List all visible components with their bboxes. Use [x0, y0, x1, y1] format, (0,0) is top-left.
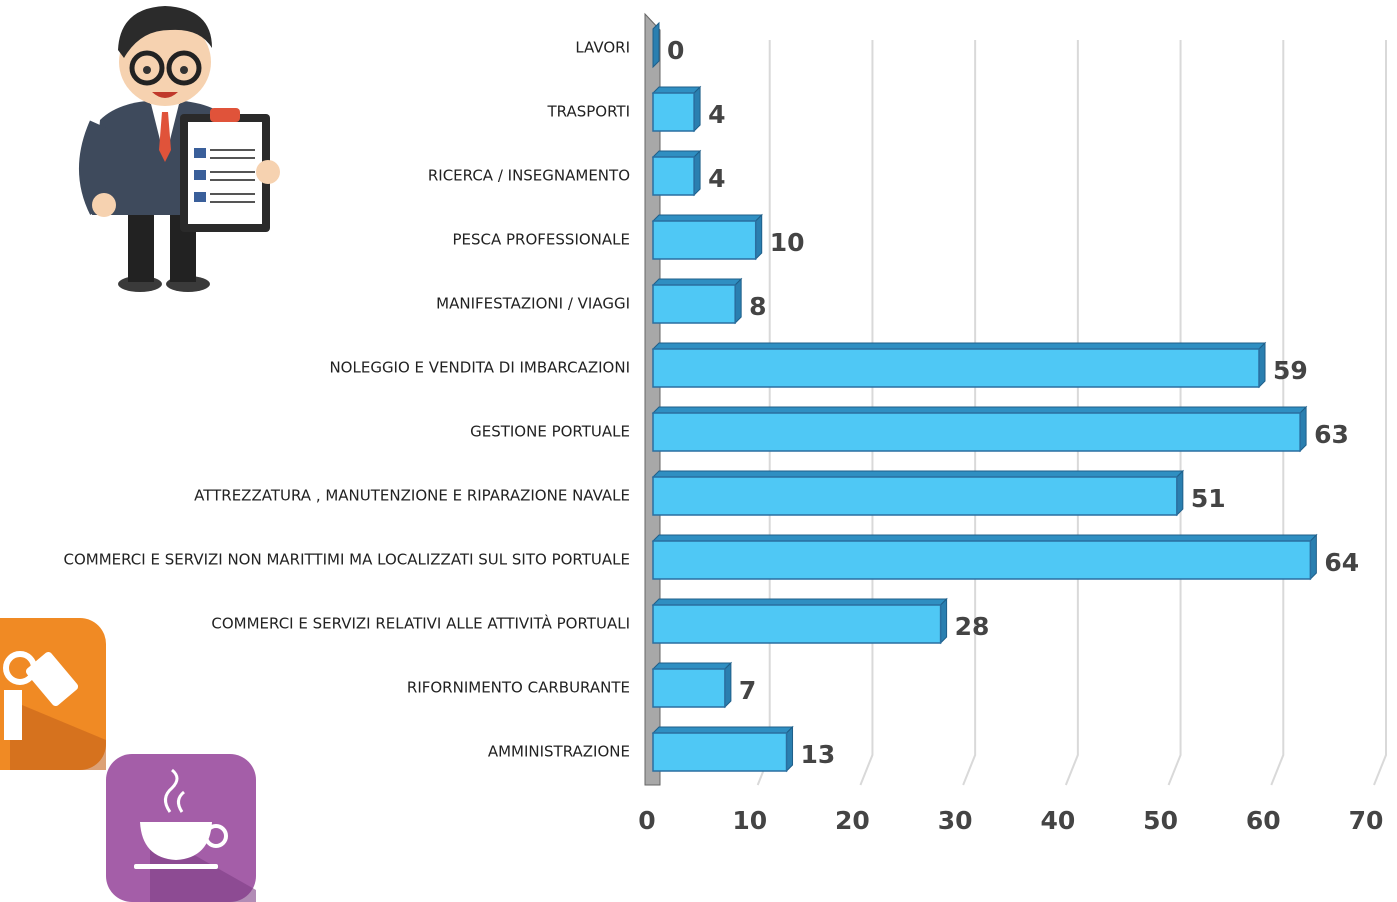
bar-depth	[940, 597, 948, 645]
x-tick-label: 50	[1143, 806, 1178, 835]
category-label: COMMERCI E SERVIZI NON MARITTIMI MA LOCA…	[63, 551, 630, 569]
category-label: ATTREZZATURA , MANUTENZIONE E RIPARAZION…	[194, 487, 630, 505]
grid-line	[962, 40, 977, 786]
bar	[652, 668, 726, 708]
bar-depth	[693, 149, 701, 197]
x-tick-label: 60	[1246, 806, 1281, 835]
category-label: TRASPORTI	[546, 103, 630, 121]
bar-depth	[651, 150, 702, 158]
bar-depth	[693, 85, 701, 133]
bar-depth	[651, 406, 1308, 414]
category-label: GESTIONE PORTUALE	[470, 423, 630, 441]
x-tick-label: 70	[1349, 806, 1384, 835]
value-label: 10	[770, 228, 805, 257]
bar-depth	[755, 213, 763, 261]
grid-line	[1373, 40, 1387, 786]
value-label: 4	[708, 100, 725, 129]
category-label: RIFORNIMENTO CARBURANTE	[407, 679, 630, 697]
bar-depth	[651, 342, 1267, 350]
bar	[652, 604, 942, 644]
value-label: 51	[1191, 484, 1226, 513]
icon-coffee	[106, 754, 256, 902]
value-label: 7	[739, 676, 756, 705]
bar-depth	[1309, 533, 1317, 581]
bar-depth	[1258, 341, 1266, 389]
value-label: 28	[955, 612, 990, 641]
category-label: AMMINISTRAZIONE	[488, 743, 630, 761]
bar-depth	[651, 598, 948, 606]
bar	[652, 284, 736, 324]
bar	[652, 412, 1301, 452]
bar	[652, 92, 695, 132]
value-label: 8	[749, 292, 766, 321]
x-tick-label: 30	[938, 806, 973, 835]
bar	[652, 348, 1260, 388]
illustration-man	[79, 6, 280, 292]
category-label: COMMERCI E SERVIZI RELATIVI ALLE ATTIVIT…	[211, 614, 630, 633]
bar-depth	[1299, 405, 1307, 453]
bar-depth	[1176, 469, 1184, 517]
x-tick-label: 0	[638, 806, 655, 835]
bar-depth	[786, 725, 794, 773]
bar	[652, 220, 757, 260]
bar	[652, 156, 695, 196]
bar-depth	[651, 662, 733, 670]
grid-line	[1270, 40, 1285, 786]
value-label: 64	[1324, 548, 1359, 577]
bar-depth	[651, 470, 1185, 478]
bar	[652, 540, 1312, 580]
bar-depth	[724, 661, 732, 709]
x-tick-label: 20	[835, 806, 870, 835]
bar-depth	[652, 21, 660, 69]
bar-depth	[651, 726, 794, 734]
bar	[652, 732, 788, 772]
category-label: LAVORI	[575, 39, 630, 57]
bar	[652, 476, 1178, 516]
bar-depth	[651, 86, 702, 94]
category-label: PESCA PROFESSIONALE	[452, 231, 630, 249]
bar-depth	[651, 534, 1318, 542]
bar-depth	[651, 214, 763, 222]
bar-depth	[734, 277, 742, 325]
x-tick-label: 10	[732, 806, 767, 835]
grid-line	[1064, 40, 1079, 786]
value-label: 4	[708, 164, 725, 193]
value-label: 63	[1314, 420, 1349, 449]
category-label: RICERCA / INSEGNAMENTO	[428, 167, 630, 185]
bar-depth	[651, 278, 743, 286]
value-label: 13	[801, 740, 836, 769]
value-label: 0	[667, 36, 684, 65]
x-tick-label: 40	[1040, 806, 1075, 835]
grid-line	[859, 40, 874, 786]
category-label: NOLEGGIO E VENDITA DI IMBARCAZIONI	[329, 359, 630, 377]
icon-hotel	[0, 618, 106, 770]
value-label: 59	[1273, 356, 1308, 385]
plot-wall	[644, 12, 661, 786]
grid-line	[1167, 40, 1182, 786]
category-label: MANIFESTAZIONI / VIAGGI	[436, 295, 630, 313]
